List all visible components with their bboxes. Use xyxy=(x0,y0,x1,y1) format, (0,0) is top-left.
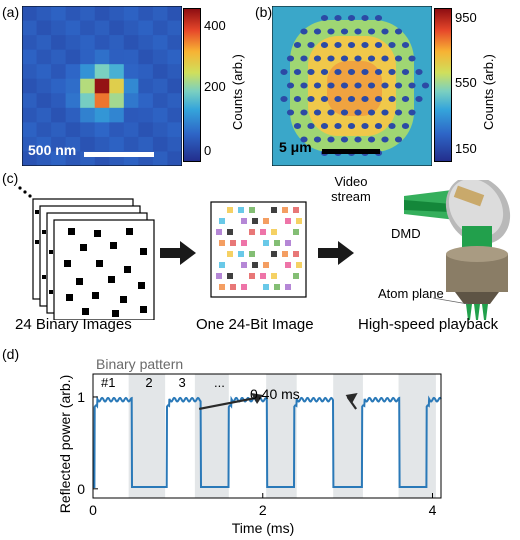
pattern-number: #1 xyxy=(101,375,115,390)
reflected-power-trace xyxy=(93,395,442,488)
colorbar-a-title: Counts (arb.) xyxy=(230,54,245,130)
atom-plane-label: Atom plane xyxy=(378,286,444,301)
arrow-right-icon xyxy=(160,241,196,265)
colorbar-a-tick-max: 400 xyxy=(204,18,226,33)
arrowhead-icon xyxy=(251,392,264,404)
scale-bar-b xyxy=(322,149,380,154)
arrow-right-icon xyxy=(318,241,354,265)
binary-image-stack xyxy=(32,198,155,320)
panel-d-label: (d) xyxy=(2,346,20,362)
colorbar-b-tick-max: 950 xyxy=(455,10,477,25)
reflected-power-chart: 0 2 4 0 1 #1 2 3... Reflected power (arb.) Time… xyxy=(57,356,442,536)
panel-c-label: (c) xyxy=(2,170,19,186)
dmd-optics-illustration xyxy=(404,180,511,320)
dmd-label: DMD xyxy=(391,226,421,241)
y-tick-label: 1 xyxy=(77,389,85,405)
plot-frame xyxy=(92,373,442,499)
period-arrow-left xyxy=(198,395,262,411)
x-tick-label: 4 xyxy=(429,502,437,518)
pattern-number: 2 xyxy=(145,375,152,390)
binary-pattern-label: Binary pattern xyxy=(96,356,183,372)
pattern-shade xyxy=(333,374,363,498)
y-axis-label: Reflected power (arb.) xyxy=(57,375,73,514)
pattern-shade xyxy=(398,374,436,498)
scale-bar-a-label: 500 nm xyxy=(28,142,77,158)
scale-bar-a xyxy=(84,152,154,157)
x-tick-label: 0 xyxy=(89,502,97,518)
caption-24bit-image: One 24-Bit Image xyxy=(196,316,314,333)
pattern-shade xyxy=(128,374,166,498)
y-tick-label: 0 xyxy=(77,481,85,497)
panel-b-label: (b) xyxy=(255,4,273,20)
x-axis-label: Time (ms) xyxy=(232,520,294,536)
colorbar-a-tick-mid: 200 xyxy=(204,79,226,94)
video-stream-label: Video stream xyxy=(331,174,371,204)
pattern-number: ... xyxy=(214,375,225,390)
workflow-diagram xyxy=(18,180,511,320)
colorbar-b xyxy=(434,8,452,162)
psf-heatmap xyxy=(22,6,182,166)
period-annotation: 0.40 ms xyxy=(250,386,300,402)
colorbar-a xyxy=(183,8,201,162)
scale-bar-b-label: 5 μm xyxy=(279,139,312,155)
caption-high-speed-playback: High-speed playback xyxy=(358,316,499,333)
arrowhead-icon xyxy=(345,392,358,404)
lattice-image xyxy=(272,6,432,166)
pattern-number: 3 xyxy=(179,375,186,390)
colorbar-b-tick-mid: 550 xyxy=(455,75,477,90)
colorbar-b-tick-min: 150 xyxy=(455,141,477,156)
rgb-24bit-image xyxy=(210,201,307,298)
panel-a-label: (a) xyxy=(2,4,20,20)
caption-binary-images: 24 Binary Images xyxy=(15,316,132,333)
colorbar-a-tick-min: 0 xyxy=(204,143,212,158)
pattern-shade xyxy=(266,374,297,498)
colorbar-b-title: Counts (arb.) xyxy=(481,54,496,130)
x-tick-label: 2 xyxy=(259,502,267,518)
